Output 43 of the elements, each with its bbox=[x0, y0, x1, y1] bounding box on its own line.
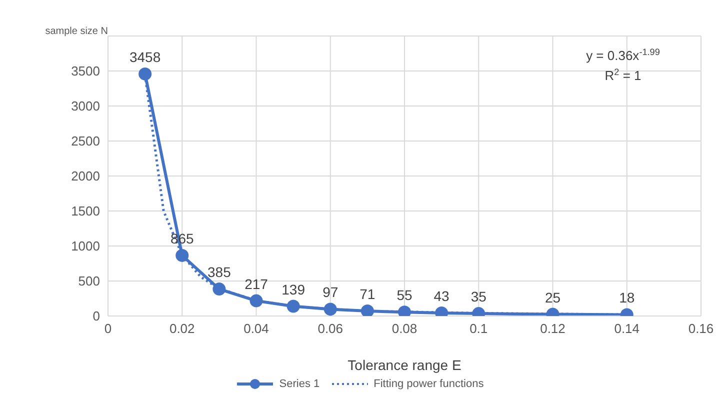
data-label: 97 bbox=[322, 284, 338, 300]
legend-label: Series 1 bbox=[278, 378, 320, 390]
point bbox=[360, 304, 374, 316]
data-label: 43 bbox=[434, 288, 450, 304]
data-label: 217 bbox=[244, 276, 268, 292]
x-tick-label: 0.14 bbox=[614, 321, 640, 336]
x-tick-label: 0.1 bbox=[470, 321, 488, 336]
point bbox=[138, 67, 152, 80]
data-label: 55 bbox=[396, 287, 412, 304]
point bbox=[286, 300, 300, 313]
y-tick-label: 3500 bbox=[71, 64, 100, 79]
x-tick-label: 0 bbox=[104, 321, 112, 336]
x-tick-label: 0.04 bbox=[244, 321, 269, 336]
y-tick-label: 500 bbox=[78, 274, 100, 289]
data-label: 25 bbox=[544, 289, 561, 306]
x-tick-label: 0.02 bbox=[169, 321, 195, 336]
y-tick-label: 0 bbox=[92, 308, 100, 324]
y-tick-label: 3000 bbox=[71, 98, 100, 114]
y-tick-label: 1000 bbox=[71, 238, 100, 254]
data-label: 18 bbox=[619, 290, 635, 306]
data-label: 35 bbox=[470, 288, 487, 305]
y-axis-title: sample size N bbox=[45, 26, 108, 37]
point bbox=[398, 306, 411, 316]
data-label: 3458 bbox=[129, 48, 161, 65]
y-tick-label: 2500 bbox=[71, 134, 100, 149]
x-tick-label: 0.16 bbox=[688, 321, 714, 336]
data-label: 139 bbox=[282, 281, 306, 298]
x-tick-label: 0.06 bbox=[318, 321, 344, 336]
data-label: 71 bbox=[360, 286, 376, 302]
point bbox=[212, 282, 226, 296]
annotation: y = 0.36x$^{-1.99}$ bbox=[586, 47, 660, 63]
y-tick-label: 2000 bbox=[71, 168, 100, 184]
point bbox=[250, 294, 263, 308]
y-tick-label: 1500 bbox=[71, 204, 100, 219]
x-tick-label: 0.12 bbox=[540, 321, 566, 336]
x-axis-title: Tolerance range E bbox=[348, 357, 462, 373]
legend-label: Fitting power functions bbox=[372, 378, 484, 390]
point bbox=[324, 302, 337, 316]
data-label: 385 bbox=[208, 264, 232, 280]
point bbox=[435, 306, 448, 316]
annotation: R$^{2}$ = 1 bbox=[604, 67, 642, 83]
point bbox=[176, 248, 189, 262]
x-tick-label: 0.08 bbox=[392, 321, 418, 336]
